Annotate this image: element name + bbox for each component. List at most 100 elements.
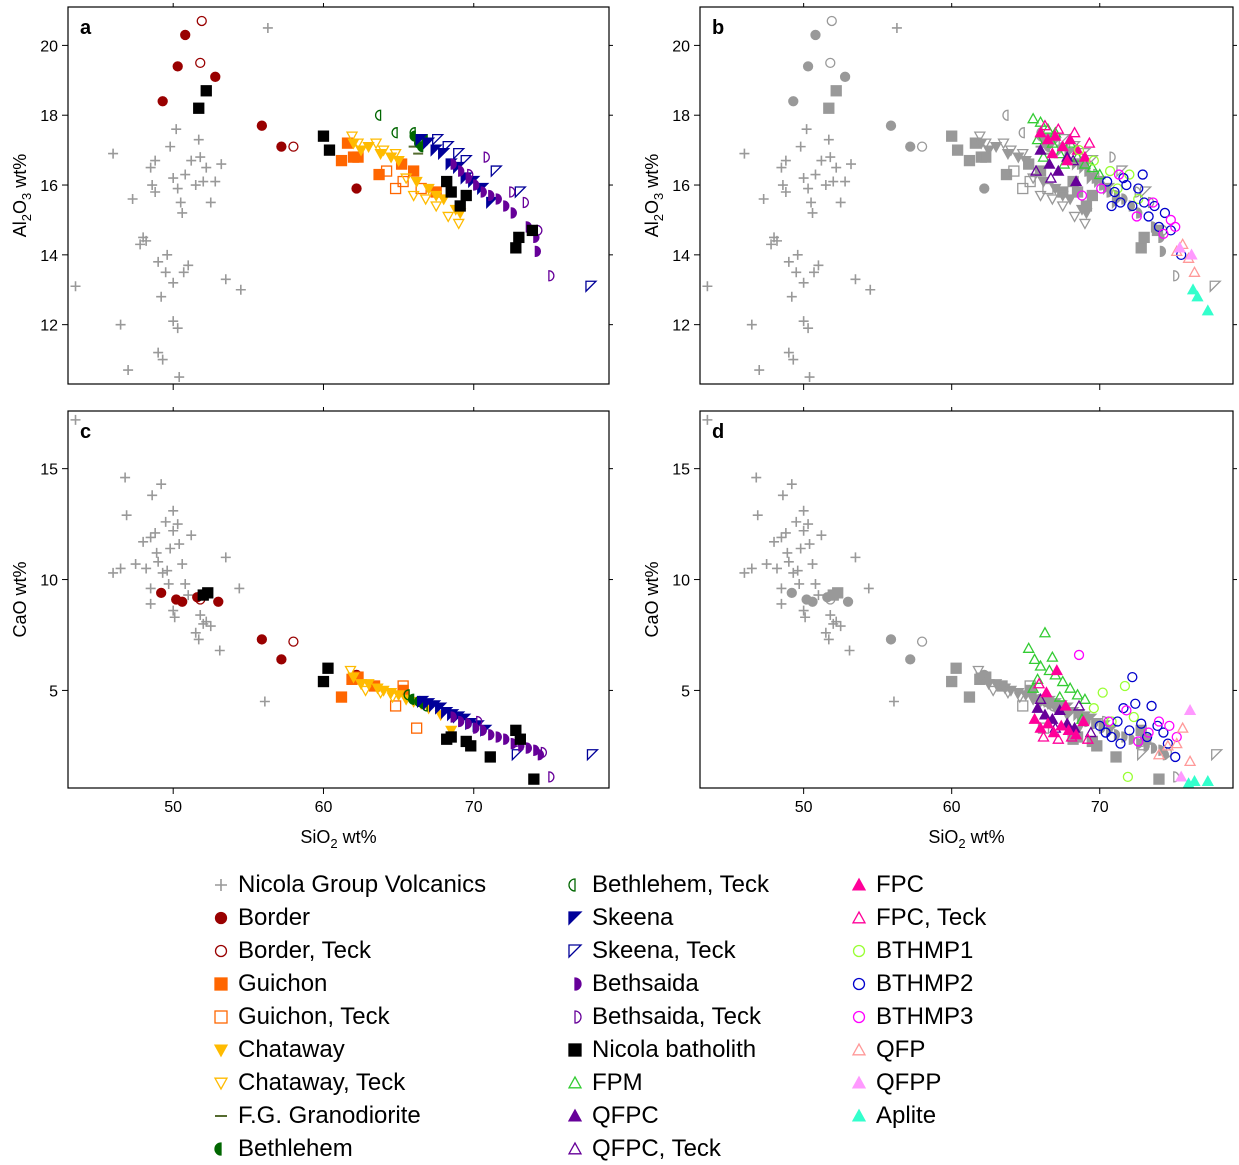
data-point-grey (810, 29, 821, 41)
legend-label: Skeena (592, 903, 674, 931)
data-point (586, 749, 600, 762)
data-point (1034, 143, 1047, 155)
data-point (534, 245, 541, 258)
data-point-grey (825, 152, 836, 163)
data-point (345, 131, 359, 143)
data-point (153, 256, 164, 267)
data-point (1133, 193, 1144, 205)
data-point (108, 148, 119, 159)
data-point (121, 510, 132, 521)
data-point-grey (1016, 148, 1029, 160)
data-point (407, 165, 420, 177)
plot-frame (67, 6, 610, 385)
data-point (151, 547, 162, 558)
data-point (1131, 211, 1142, 222)
data-point-grey (823, 102, 835, 114)
data-point-grey (831, 162, 842, 173)
y-tick-label: 5 (49, 683, 58, 700)
data-point-grey (800, 612, 811, 623)
data-point-grey (1034, 165, 1047, 177)
legend-label: QFP (876, 1035, 926, 1063)
data-point-grey (788, 354, 799, 365)
data-point (138, 536, 149, 547)
data-point (180, 578, 191, 589)
data-point (183, 590, 194, 601)
legend-marker (852, 977, 866, 990)
data-point (1064, 681, 1077, 693)
data-point (1176, 721, 1189, 733)
data-point-grey (1068, 211, 1081, 223)
data-point-grey (990, 141, 1003, 153)
data-point (220, 274, 231, 285)
data-point (1078, 692, 1092, 704)
data-point (460, 189, 472, 202)
legend-item: Border (212, 901, 310, 934)
y-tick-label: 18 (672, 108, 690, 125)
data-point (362, 141, 375, 153)
legend-item: QFPP (850, 1066, 941, 1099)
data-point (1061, 154, 1074, 166)
data-point-grey (1147, 196, 1155, 209)
data-point (150, 187, 161, 198)
data-point (351, 183, 362, 194)
data-point (162, 565, 173, 576)
legend-marker (574, 1009, 582, 1024)
legend-marker (568, 1042, 582, 1057)
legend-label: Nicola Group Volcanics (238, 870, 487, 898)
data-point (510, 242, 522, 254)
data-point (317, 130, 330, 142)
data-point-grey (950, 662, 962, 674)
data-point (168, 316, 179, 327)
data-point (430, 201, 443, 213)
data-point-grey (807, 207, 818, 218)
data-point (417, 140, 424, 153)
data-point (1044, 171, 1057, 183)
data-point (452, 218, 465, 230)
data-point-grey (788, 567, 799, 578)
legend-item: QFPC, Teck (566, 1132, 721, 1165)
x-tick-label: 50 (795, 799, 813, 816)
legend-marker (851, 1108, 867, 1121)
data-point (1084, 726, 1097, 738)
legend-item: QFP (850, 1033, 925, 1066)
data-point (373, 168, 385, 181)
data-point (1175, 770, 1188, 782)
data-point (1133, 736, 1144, 747)
data-point (156, 479, 167, 490)
data-point (445, 725, 458, 737)
y-axis-label-part: 3 (19, 193, 34, 200)
data-point-grey (823, 134, 834, 145)
data-point-grey (963, 691, 976, 703)
data-point (513, 231, 525, 244)
data-point (1071, 688, 1084, 700)
legend-item: Chataway (212, 1033, 345, 1066)
data-point (190, 627, 201, 638)
data-point (172, 519, 183, 530)
legend-marker (214, 976, 228, 991)
data-point (1171, 731, 1182, 743)
data-point-grey (739, 148, 750, 159)
data-point-grey (1030, 689, 1037, 701)
data-point (522, 196, 529, 209)
y-axis-label: CaO wt% (642, 561, 662, 637)
data-point (1086, 161, 1099, 173)
data-point (186, 155, 197, 166)
data-point-grey (842, 596, 854, 607)
data-point (391, 127, 398, 139)
data-point (186, 530, 197, 541)
data-point (1050, 664, 1063, 676)
data-point (1103, 716, 1114, 727)
data-point-grey (809, 267, 820, 278)
data-point-grey (807, 559, 818, 570)
data-point-grey (844, 645, 855, 656)
data-point (168, 605, 179, 616)
data-point (526, 224, 539, 237)
data-point (1083, 136, 1096, 148)
data-point-grey (990, 679, 1003, 691)
data-point (156, 291, 167, 302)
data-point (135, 239, 146, 250)
data-point-grey (916, 141, 928, 152)
panel-c: 50 60 70 5 10 15 c CaO wt% SiO2 wt% (10, 407, 613, 851)
data-point (528, 773, 540, 785)
data-point-grey (839, 71, 851, 82)
